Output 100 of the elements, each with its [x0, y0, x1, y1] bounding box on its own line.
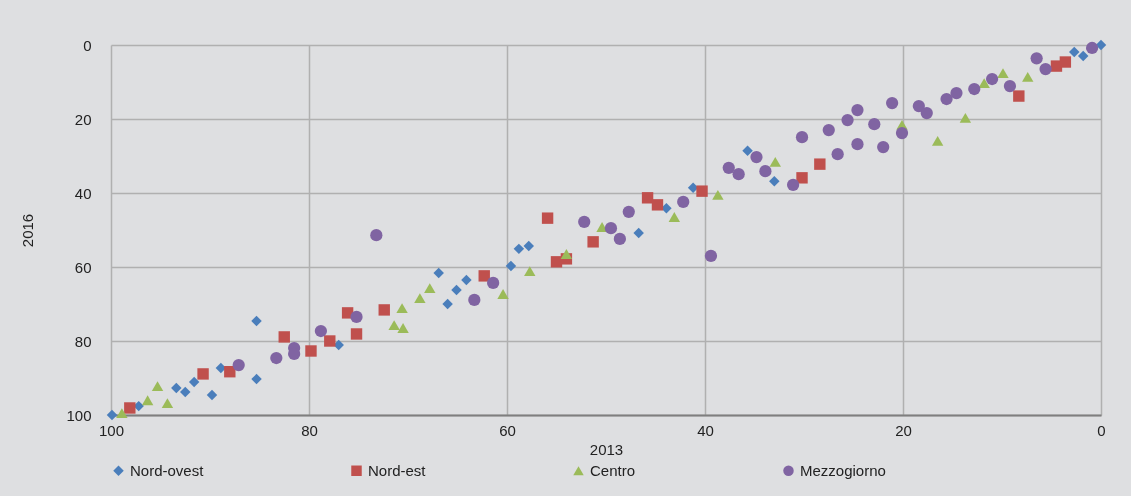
point: [1039, 62, 1052, 76]
y-tick-label: 100: [66, 406, 92, 424]
x-axis-title: 2013: [589, 440, 624, 458]
y-tick-label: 80: [74, 332, 92, 350]
point: [950, 86, 963, 100]
y-tick-label: 20: [74, 110, 92, 128]
point: [541, 212, 554, 224]
point: [786, 178, 800, 191]
point: [814, 158, 826, 170]
point: [622, 205, 635, 218]
point: [188, 376, 200, 388]
point: [877, 141, 890, 154]
point: [424, 283, 436, 294]
point: [124, 402, 136, 414]
point: [433, 267, 444, 279]
point: [1022, 71, 1034, 82]
point: [378, 304, 390, 316]
point: [497, 289, 509, 299]
point: [831, 148, 844, 161]
point: [414, 293, 426, 304]
x-tick-label: 40: [697, 421, 714, 439]
legend-label: Nord-est: [368, 461, 427, 479]
point: [151, 381, 164, 392]
point: [704, 249, 718, 263]
legend-label: Centro: [590, 461, 636, 479]
point: [633, 227, 644, 239]
point: [106, 409, 118, 421]
point: [668, 212, 681, 222]
point: [978, 78, 990, 89]
point: [396, 303, 408, 314]
point: [997, 68, 1009, 79]
point: [350, 310, 363, 324]
point: [795, 131, 809, 144]
point: [180, 386, 191, 398]
point: [742, 145, 753, 157]
point: [333, 339, 344, 351]
point: [696, 185, 708, 197]
point: [895, 126, 909, 140]
point: [822, 123, 835, 137]
point: [841, 114, 854, 127]
point: [560, 249, 573, 259]
point: [171, 382, 182, 394]
point: [232, 358, 245, 372]
point: [796, 172, 808, 184]
point: [442, 298, 453, 310]
x-tick-label: 100: [98, 421, 125, 439]
point: [1069, 46, 1080, 58]
point: [651, 199, 664, 211]
y-tick-label: 60: [74, 258, 92, 276]
point: [868, 118, 881, 131]
point: [388, 320, 400, 331]
point: [750, 151, 763, 164]
point: [1095, 39, 1107, 51]
point: [578, 215, 591, 228]
point: [206, 389, 218, 401]
point: [1059, 56, 1072, 68]
point: [116, 408, 128, 419]
point: [885, 96, 899, 110]
x-tick-label: 0: [1097, 421, 1106, 439]
point: [141, 395, 154, 406]
point: [912, 99, 925, 113]
legend-label: Nord-ovest: [130, 461, 205, 479]
point: [370, 229, 383, 242]
point: [968, 82, 981, 96]
point: [224, 366, 236, 378]
point: [920, 106, 933, 120]
point: [251, 373, 262, 385]
point: [270, 351, 283, 365]
point: [940, 92, 953, 106]
point: [613, 232, 626, 245]
point: [722, 161, 735, 174]
point: [1003, 79, 1017, 93]
point: [959, 112, 972, 123]
point: [1030, 52, 1043, 65]
point: [468, 293, 481, 307]
point: [278, 331, 290, 343]
point: [550, 256, 563, 268]
point: [451, 284, 462, 296]
point: [587, 236, 599, 248]
point: [487, 276, 500, 290]
point: [197, 368, 209, 380]
point: [461, 274, 472, 286]
x-tick-label: 60: [499, 421, 516, 439]
point: [523, 240, 535, 252]
point: [350, 328, 363, 340]
point: [478, 270, 490, 282]
point: [851, 138, 864, 151]
point: [985, 72, 999, 86]
y-tick-label: 40: [74, 184, 92, 202]
point: [677, 195, 690, 208]
point: [604, 222, 618, 235]
point: [513, 243, 525, 255]
y-tick-label: 0: [83, 36, 92, 54]
point: [324, 335, 336, 347]
point: [769, 156, 781, 167]
point: [931, 135, 944, 146]
point: [1013, 90, 1025, 102]
point: [641, 192, 654, 204]
legend-label: Mezzogiorno: [800, 461, 886, 479]
point: [314, 324, 327, 338]
